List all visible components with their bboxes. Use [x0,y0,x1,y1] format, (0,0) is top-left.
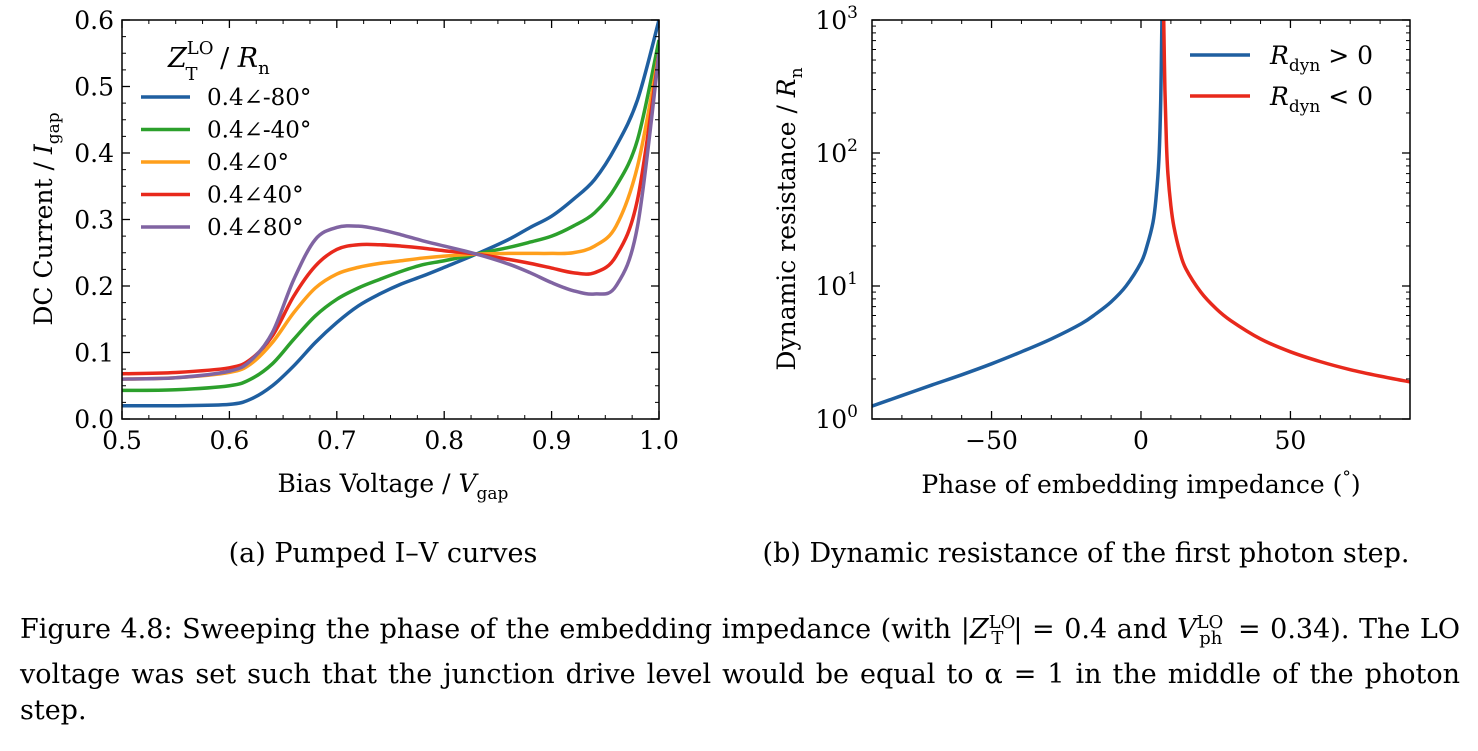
panel-a-ytick-label: 0.5 [74,73,114,102]
panel-a-legend-label: 0.4∠-40° [207,118,311,144]
panel-b-ticks [872,19,1410,420]
panel-b-xtick-label: −50 [965,426,1018,455]
panel-a-series-line-0 [122,20,659,408]
panel-a-legend-label: 0.4∠-80° [207,85,311,111]
panel-b-legend-positive: Rdyn > 0 [1269,41,1373,76]
panel-b-ytick-label: 102 [815,136,858,168]
panel-a-ytick-label: 0.3 [74,206,114,235]
panel-b-ylabel: Dynamic resistance / Rn [772,67,807,370]
panel-b-legend: Rdyn > 0 Rdyn < 0 [1190,41,1373,117]
panel-a-ticks [121,19,660,420]
panel-b-dynamic-resistance: 100 101 102 103 −50 0 50 Dynamic resistanc… [772,3,1411,499]
panel-b-tick-labels: 100 101 102 103 −50 0 50 [815,3,1306,455]
caption-z-symbol: Z [969,614,989,645]
panel-a-tick-labels: 0.5 0.6 0.7 0.8 0.9 1.0 0.0 0.1 0.2 0.3 0.4 0.5 0.6 [74,6,679,455]
panel-a-xtick-label: 0.8 [424,426,464,455]
panel-a-frame [121,19,660,420]
panel-a-legend-label: 0.4∠0° [207,150,289,176]
panel-a-ylabel: DC Current / Igap [29,112,64,325]
caption-v-sub: ph [1199,628,1223,650]
subcaption-b: (b) Dynamic resistance of the first phot… [763,538,1410,569]
panel-a-ytick-label: 0.1 [74,339,114,368]
panel-b-ytick-label: 100 [815,402,858,434]
panel-a-ytick-label: 0.6 [74,6,114,35]
panel-a-xtick-label: 0.9 [532,426,572,455]
panel-a-xtick-label: 0.7 [317,426,357,455]
figure-caption: Figure 4.8: Sweeping the phase of the em… [20,605,1460,729]
panel-a-series-line-1 [122,39,659,393]
caption-text-2: | = 0.4 and [1013,614,1178,645]
panel-a-series-lines [122,20,659,408]
panel-a-legend-title: ZLO T / Rn [167,38,270,85]
panel-a-legend-label: 0.4∠40° [207,183,304,209]
panel-b-series-line-1 [1161,20,1410,384]
panel-a-series-line-3 [122,52,659,376]
panel-b-xtick-label: 50 [1275,426,1307,455]
panel-a-xtick-label: 0.5 [102,426,142,455]
caption-z-sup: LO [988,612,1016,633]
caption-text-1: Figure 4.8: Sweeping the phase of the em… [20,614,970,645]
panel-b-ytick-label: 103 [815,3,858,35]
panel-a-pumped-iv: 0.5 0.6 0.7 0.8 0.9 1.00.00.10.20.30.40.50.6 … [29,6,679,504]
caption-z-sub: T [991,628,1004,650]
panel-a-series-line-2 [122,52,659,381]
panel-a-series-line-4 [122,53,659,381]
panel-b-series-lines [872,20,1410,408]
panel-b-legend-negative: Rdyn < 0 [1269,82,1373,117]
subcaption-a: (a) Pumped I–V curves [229,538,538,569]
caption-text-3: = 0.34). The LO voltage was set such tha… [20,614,1460,727]
panel-a-ytick-label: 0.4 [74,139,114,168]
panel-a-ytick-label: 0.0 [74,405,114,434]
panel-a-legend-label: 0.4∠80° [207,215,304,241]
panel-a-xlabel: Bias Voltage / Vgap [278,469,509,504]
caption-v-symbol: V [1177,614,1197,645]
panel-a-xtick-label: 0.6 [210,426,250,455]
panel-a-ytick-label: 0.2 [74,272,114,301]
panel-a-legend: ZLO T / Rn 0.4∠-80° 0.4∠-40° 0.4∠0° 0.4∠40° 0… [141,38,311,241]
caption-v-sup: LO [1196,612,1224,633]
panel-b-xlabel: Phase of embedding impedance (°) [921,468,1360,499]
panel-b-frame [871,19,1411,420]
panel-b-series-line-0 [872,20,1164,408]
panel-b-xtick-label: 0 [1133,426,1149,455]
panel-a-xtick-label: 1.0 [639,426,679,455]
panel-b-ytick-label: 101 [815,269,858,301]
